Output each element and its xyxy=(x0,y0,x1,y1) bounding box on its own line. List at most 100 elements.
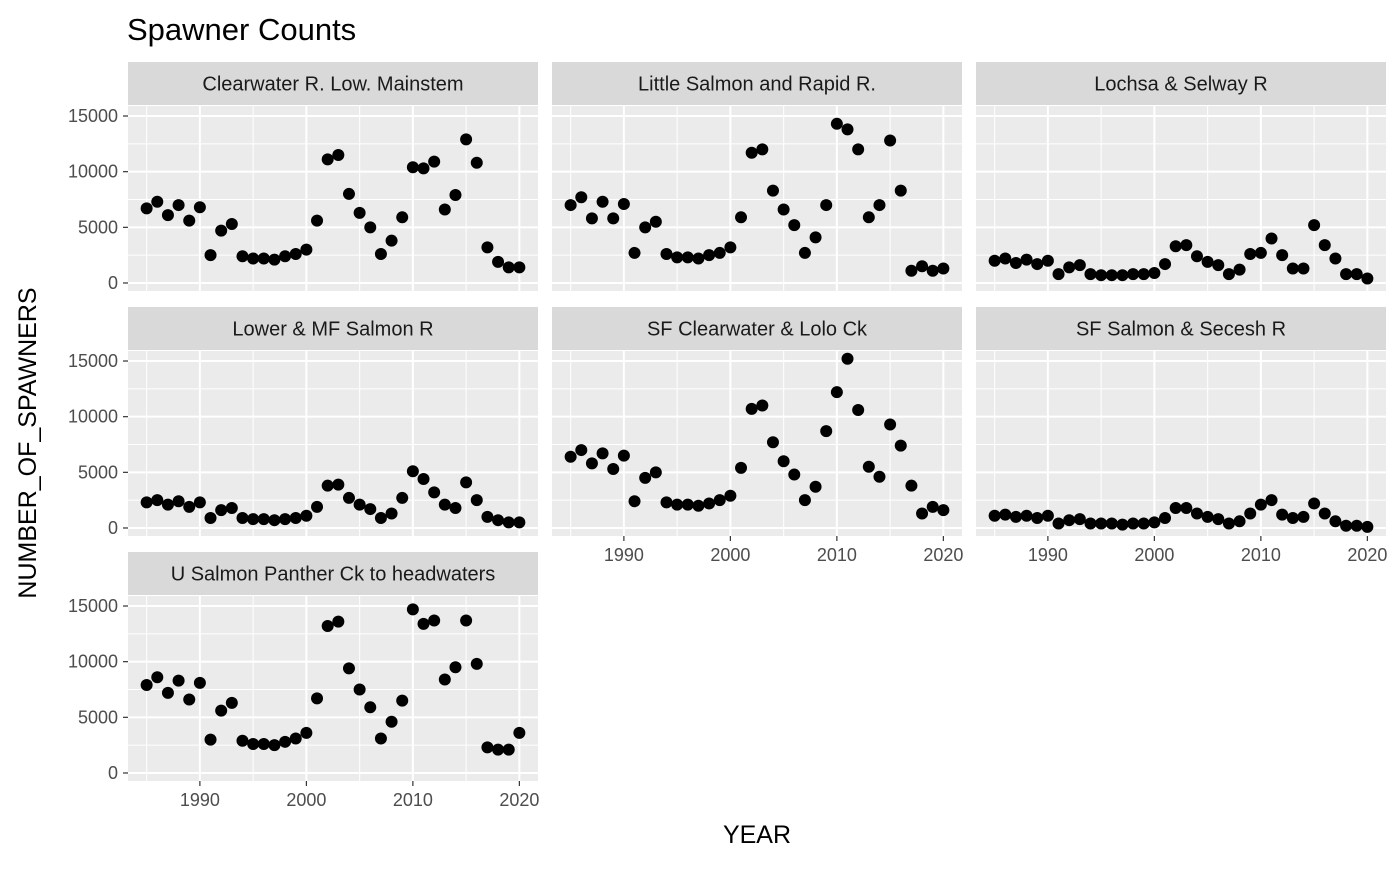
data-point xyxy=(1361,272,1374,285)
data-point xyxy=(1350,268,1363,281)
x-tick-label: 2010 xyxy=(393,790,433,810)
data-point xyxy=(585,212,598,225)
facet-strip-label: U Salmon Panther Ck to headwaters xyxy=(171,564,496,586)
data-point xyxy=(1212,259,1225,272)
data-point xyxy=(937,262,950,275)
data-point xyxy=(1286,511,1299,524)
data-point xyxy=(1265,494,1278,507)
data-point xyxy=(342,662,355,675)
data-point xyxy=(225,501,238,514)
data-point xyxy=(279,735,292,748)
data-point xyxy=(470,494,483,507)
data-point xyxy=(300,509,313,522)
x-tick-label: 2010 xyxy=(1241,545,1281,565)
data-point xyxy=(1212,513,1225,526)
facet-strip xyxy=(976,307,1386,350)
facet-strip-label: SF Clearwater & Lolo Ck xyxy=(647,319,868,341)
x-tick-label: 2020 xyxy=(499,790,539,810)
data-point xyxy=(1041,254,1054,267)
data-point xyxy=(1308,219,1321,232)
data-point xyxy=(617,449,630,462)
x-tick-label: 1990 xyxy=(180,790,220,810)
data-point xyxy=(628,495,641,508)
x-tick-label: 1990 xyxy=(604,545,644,565)
facet-panel: Lochsa & Selway R xyxy=(976,62,1386,291)
data-point xyxy=(564,199,577,212)
data-point xyxy=(575,191,588,204)
data-point xyxy=(236,734,249,747)
data-point xyxy=(639,471,652,484)
data-point xyxy=(988,254,1001,267)
facet-panel: SF Salmon & Secesh R 1990 2000 2010 2020 xyxy=(976,307,1387,565)
data-point xyxy=(1361,520,1374,533)
data-point xyxy=(204,733,217,746)
data-point xyxy=(289,248,302,261)
data-point xyxy=(745,402,758,415)
data-point xyxy=(873,470,886,483)
data-point xyxy=(649,466,662,479)
facet-strip xyxy=(128,62,538,105)
data-point xyxy=(268,253,281,266)
facet-strip-label: Clearwater R. Low. Mainstem xyxy=(202,74,463,96)
data-point xyxy=(820,425,833,438)
data-point xyxy=(513,726,526,739)
data-point xyxy=(926,500,939,513)
data-point xyxy=(438,203,451,216)
data-point xyxy=(1265,232,1278,245)
data-point xyxy=(1169,240,1182,253)
data-point xyxy=(353,206,366,219)
data-point xyxy=(660,248,673,261)
data-point xyxy=(460,476,473,489)
data-point xyxy=(1148,266,1161,279)
data-point xyxy=(215,704,228,717)
data-point xyxy=(1350,519,1363,532)
data-point xyxy=(460,614,473,627)
data-point xyxy=(279,513,292,526)
panel-background xyxy=(552,351,962,536)
data-point xyxy=(894,184,907,197)
data-point xyxy=(1340,519,1353,532)
data-point xyxy=(617,197,630,210)
data-point xyxy=(607,462,620,475)
plot-title: Spawner Counts xyxy=(127,12,356,47)
data-point xyxy=(385,507,398,520)
data-point xyxy=(236,511,249,524)
data-point xyxy=(1233,515,1246,528)
y-tick-label: 15000 xyxy=(68,106,118,126)
data-point xyxy=(1137,268,1150,281)
data-point xyxy=(257,252,270,265)
data-point xyxy=(247,738,260,751)
x-tick-label: 2020 xyxy=(923,545,963,565)
data-point xyxy=(449,501,462,514)
data-point xyxy=(151,671,164,684)
data-point xyxy=(1105,269,1118,282)
data-point xyxy=(777,203,790,216)
data-point xyxy=(1180,501,1193,514)
data-point xyxy=(1137,517,1150,530)
data-point xyxy=(1084,268,1097,281)
data-point xyxy=(502,261,515,274)
data-point xyxy=(374,732,387,745)
data-point xyxy=(788,468,801,481)
data-point xyxy=(798,246,811,259)
data-point xyxy=(1201,255,1214,268)
data-point xyxy=(1084,517,1097,530)
data-point xyxy=(321,153,334,166)
data-point xyxy=(406,161,419,174)
data-point xyxy=(724,489,737,502)
data-point xyxy=(449,189,462,202)
data-point xyxy=(841,123,854,136)
data-point xyxy=(735,211,748,224)
data-point xyxy=(289,732,302,745)
data-point xyxy=(311,692,324,705)
data-point xyxy=(692,252,705,265)
data-point xyxy=(724,241,737,254)
data-point xyxy=(396,491,409,504)
y-axis-title: NUMBER_OF_SPAWNERS xyxy=(14,287,42,598)
data-point xyxy=(809,480,822,493)
y-tick-label: 5000 xyxy=(78,707,118,727)
data-point xyxy=(596,447,609,460)
data-point xyxy=(193,496,206,509)
data-point xyxy=(193,201,206,214)
data-point xyxy=(1318,507,1331,520)
